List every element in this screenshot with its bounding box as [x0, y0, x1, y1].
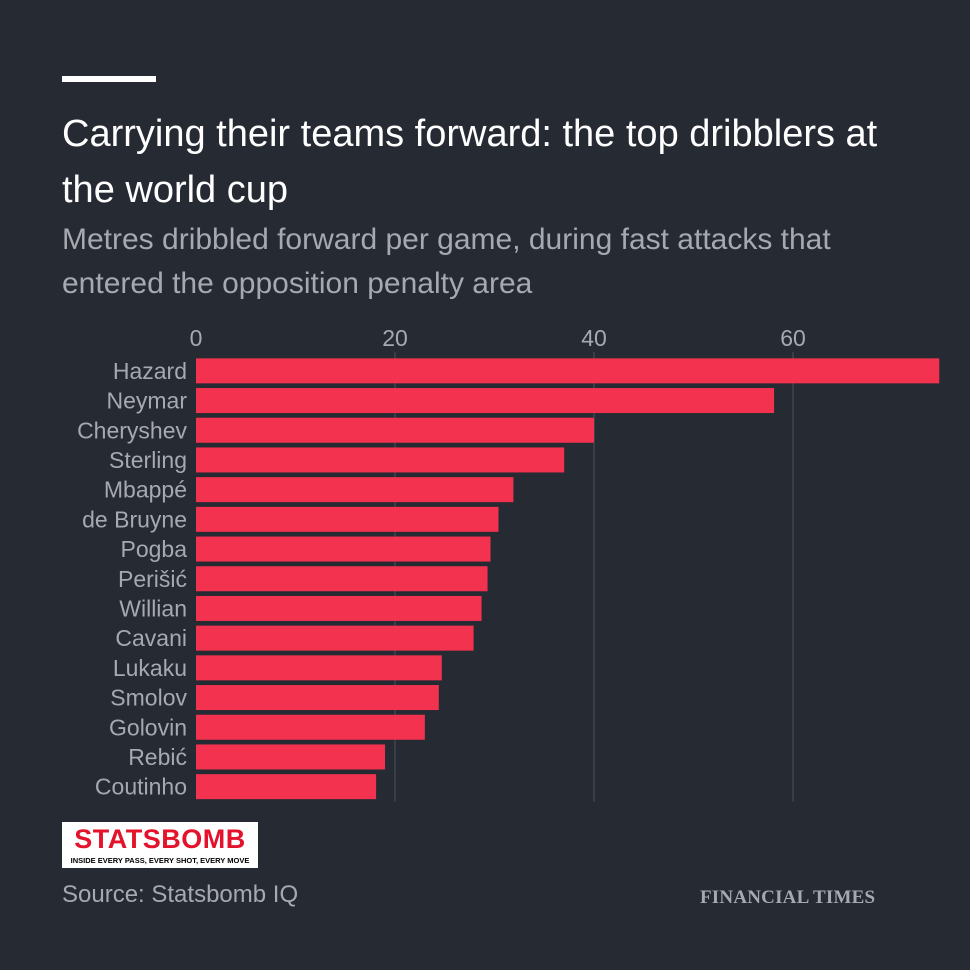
- financial-times-brand: FINANCIAL TIMES: [700, 887, 876, 908]
- bar-golovin: [196, 714, 425, 740]
- category-label: Sterling: [109, 447, 187, 473]
- category-label: Cavani: [115, 625, 187, 651]
- bar-neymar: [196, 388, 775, 414]
- category-label: Pogba: [120, 536, 187, 562]
- bar-chart: 0 20 40 60 Hazard Neymar Cheryshev Sterling Mba…: [77, 325, 940, 802]
- bar-de-bruyne: [196, 506, 499, 532]
- bar-rebi-: [196, 744, 386, 770]
- category-label: Smolov: [110, 685, 187, 711]
- category-label: Neymar: [106, 388, 187, 414]
- category-label: Mbappé: [104, 477, 187, 503]
- bar-sterling: [196, 447, 565, 473]
- bar-coutinho: [196, 774, 377, 800]
- x-tick-label-40: 40: [581, 325, 607, 351]
- chart-title: Carrying their teams forward: the top dr…: [62, 113, 878, 211]
- category-label: Perišić: [118, 566, 187, 592]
- category-label: Golovin: [109, 714, 187, 740]
- statsbomb-wordmark: STATSBOMB: [74, 824, 246, 854]
- bars: [196, 358, 940, 800]
- category-label: Hazard: [113, 358, 187, 384]
- x-axis-ticks: 0 20 40 60: [190, 325, 806, 351]
- bar-pogba: [196, 536, 491, 562]
- category-labels: Hazard Neymar Cheryshev Sterling Mbappé de Br…: [77, 358, 187, 800]
- category-label: Willian: [119, 595, 187, 621]
- bar-smolov: [196, 685, 439, 711]
- x-tick-label-20: 20: [382, 325, 408, 351]
- title-accent-rule: [62, 76, 156, 82]
- category-label: Rebić: [128, 744, 187, 770]
- category-label: de Bruyne: [82, 506, 187, 532]
- category-label: Lukaku: [113, 655, 187, 681]
- x-tick-label-60: 60: [780, 325, 806, 351]
- source-note: Source: Statsbomb IQ: [62, 881, 299, 908]
- statsbomb-tagline: INSIDE EVERY PASS, EVERY SHOT, EVERY MOV…: [70, 856, 250, 865]
- chart-subtitle: Metres dribbled forward per game, during…: [62, 223, 831, 300]
- bar-willian: [196, 595, 482, 621]
- category-label: Coutinho: [95, 774, 187, 800]
- statsbomb-logo: STATSBOMB INSIDE EVERY PASS, EVERY SHOT,…: [62, 822, 258, 868]
- bar-hazard: [196, 358, 940, 384]
- bar-mbapp-: [196, 477, 514, 503]
- bar-cavani: [196, 625, 474, 651]
- bar-peri-i-: [196, 566, 488, 592]
- category-label: Cheryshev: [77, 417, 187, 443]
- bar-lukaku: [196, 655, 442, 681]
- bar-cheryshev: [196, 417, 594, 443]
- x-tick-label-0: 0: [190, 325, 203, 351]
